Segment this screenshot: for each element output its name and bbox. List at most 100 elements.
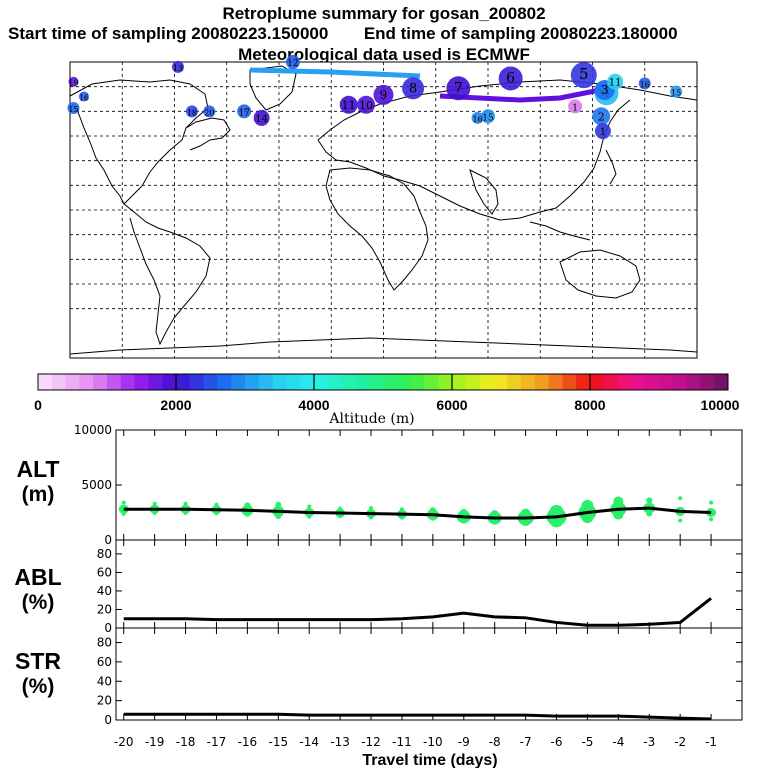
x-tick-label: -4 bbox=[612, 735, 624, 749]
colorbar bbox=[37, 373, 729, 391]
colorbar-frame bbox=[37, 373, 729, 391]
x-tick-label: -17 bbox=[207, 735, 227, 749]
alt-scatter-point bbox=[613, 509, 624, 520]
y-tick-label: 60 bbox=[97, 655, 112, 669]
x-tick-label: -12 bbox=[361, 735, 381, 749]
alt-scatter-point bbox=[338, 506, 343, 511]
map-marker bbox=[203, 105, 216, 118]
colorbar-segment bbox=[134, 374, 149, 390]
x-tick-label: -3 bbox=[643, 735, 655, 749]
map-marker-label: 10 bbox=[359, 99, 373, 112]
map-markers: 1916151312182017141110987654321111615151… bbox=[67, 55, 683, 140]
x-tick-label: -9 bbox=[458, 735, 470, 749]
alt-scatter-point bbox=[709, 517, 714, 522]
map-marker-label: 5 bbox=[579, 65, 589, 83]
map-marker-label: 1 bbox=[600, 127, 606, 138]
x-tick-label: -16 bbox=[238, 735, 258, 749]
colorbar-segment bbox=[258, 374, 274, 390]
colorbar-segment bbox=[314, 374, 329, 390]
colorbar-tick: 0 bbox=[34, 397, 42, 413]
colorbar-segment bbox=[38, 374, 53, 390]
map-marker-label: 11 bbox=[342, 99, 356, 112]
y-tick-label: 20 bbox=[97, 602, 112, 616]
colorbar-segment bbox=[714, 374, 729, 390]
x-tick-label: -19 bbox=[145, 735, 165, 749]
map-marker-label: 11 bbox=[609, 78, 622, 89]
colorbar-tick: 8000 bbox=[574, 397, 605, 413]
series-line-alt bbox=[123, 506, 712, 520]
colorbar-segment bbox=[217, 374, 232, 390]
map-marker bbox=[568, 99, 583, 114]
y-tick-label: 40 bbox=[97, 674, 112, 688]
alt-scatter-point bbox=[183, 501, 188, 506]
alt-scatter-point bbox=[214, 511, 219, 516]
colorbar-segment bbox=[534, 374, 550, 390]
x-tick-label: -2 bbox=[674, 735, 686, 749]
colorbar-segment bbox=[479, 374, 494, 390]
colorbar-segment bbox=[107, 374, 122, 390]
series-line-abl bbox=[123, 597, 713, 627]
x-tick-label: -20 bbox=[114, 735, 134, 749]
alt-scatter-point bbox=[244, 502, 251, 509]
colorbar-segment bbox=[507, 374, 522, 390]
x-tick-label: -11 bbox=[392, 735, 412, 749]
alt-scatter-point bbox=[369, 506, 374, 511]
alt-scatter-point bbox=[709, 500, 714, 505]
colorbar-segment bbox=[286, 374, 301, 390]
map-marker bbox=[570, 62, 597, 89]
str-label: STR bbox=[15, 648, 61, 674]
colorbar-segment bbox=[603, 374, 619, 390]
x-axis-title: Travel time (days) bbox=[362, 752, 497, 768]
map-grid bbox=[70, 62, 697, 358]
alt-scatter-point bbox=[307, 514, 312, 519]
alt-scatter-point bbox=[678, 518, 683, 523]
map-marker bbox=[68, 76, 79, 87]
alt-scatter-point bbox=[338, 514, 343, 519]
str-unit: (%) bbox=[22, 675, 55, 698]
map-marker bbox=[237, 104, 252, 119]
alt-scatter-point bbox=[399, 515, 404, 520]
map-marker-label: 15 bbox=[68, 105, 78, 114]
colorbar-segment bbox=[562, 374, 577, 390]
alt-panel-frame bbox=[115, 429, 743, 541]
alt-scatter-point bbox=[678, 496, 683, 501]
str-panel-frame bbox=[115, 627, 743, 721]
map-marker bbox=[498, 66, 523, 91]
map-marker bbox=[638, 77, 651, 90]
map-marker-label: 12 bbox=[287, 59, 298, 69]
y-tick-label: 40 bbox=[97, 584, 112, 598]
y-tick-label: 0 bbox=[104, 713, 112, 727]
series-line-str bbox=[123, 712, 712, 721]
colorbar-segment bbox=[369, 374, 384, 390]
alt-scatter-point bbox=[214, 502, 219, 507]
colorbar-segment bbox=[272, 374, 287, 390]
colorbar-segment bbox=[79, 374, 94, 390]
colorbar-segment bbox=[355, 374, 370, 390]
colorbar-segment bbox=[93, 374, 108, 390]
alt-scatter-point bbox=[121, 500, 126, 505]
colorbar-segment bbox=[576, 374, 591, 390]
map-marker bbox=[592, 107, 611, 126]
map-marker-label: 7 bbox=[454, 80, 463, 96]
colorbar-segment bbox=[300, 374, 315, 390]
colorbar-segment bbox=[659, 374, 674, 390]
map-marker-label: 19 bbox=[68, 79, 78, 88]
abl-label: ABL bbox=[14, 564, 61, 590]
alt-scatter-point bbox=[275, 501, 282, 508]
map-marker-label: 14 bbox=[255, 114, 268, 125]
colorbar-segment bbox=[548, 374, 563, 390]
colorbar-segment bbox=[51, 374, 67, 390]
colorbar-segment bbox=[231, 374, 246, 390]
colorbar-segment bbox=[120, 374, 136, 390]
alt-scatter-point bbox=[275, 513, 282, 520]
alt-scatter-point bbox=[520, 508, 531, 519]
alt-scatter-point bbox=[244, 510, 251, 517]
y-tick-label: 60 bbox=[97, 565, 112, 579]
alt-scatter-point bbox=[183, 511, 188, 516]
y-tick-label: 5000 bbox=[81, 478, 112, 492]
colorbar-tick: 6000 bbox=[436, 397, 467, 413]
map-marker-label: 17 bbox=[238, 108, 250, 118]
start-time-label: Start time of sampling 20080223.150000 bbox=[8, 24, 329, 43]
map-marker-label: 16 bbox=[640, 80, 650, 89]
